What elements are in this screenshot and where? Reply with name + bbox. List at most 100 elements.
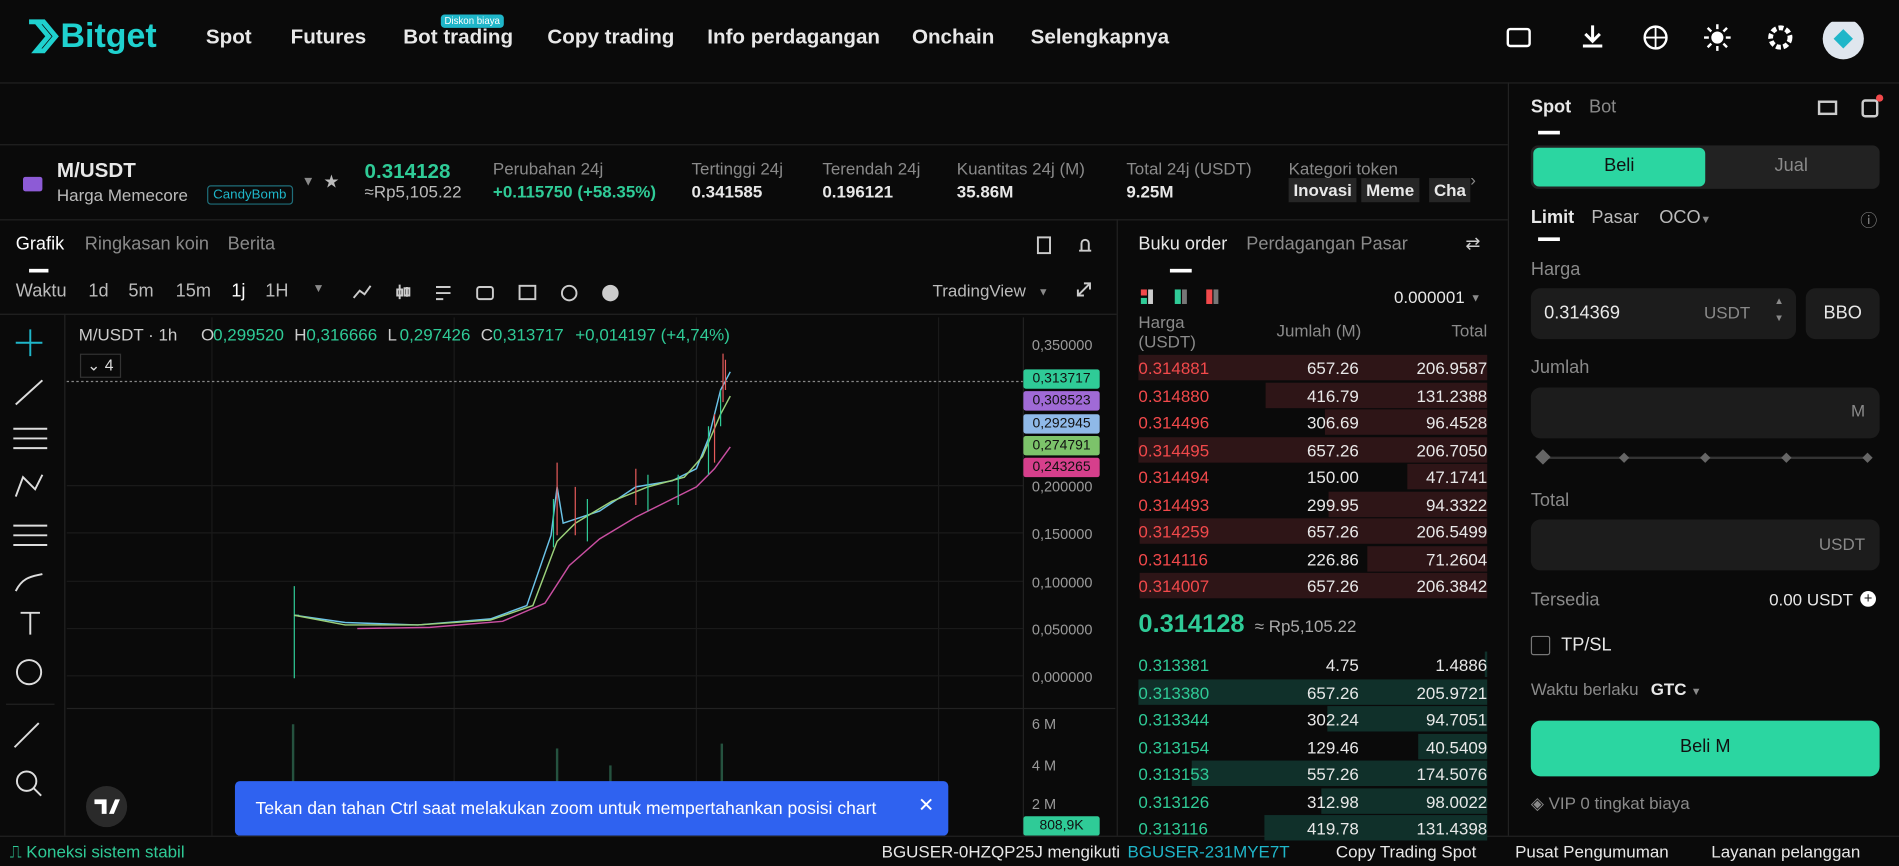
vip-text: VIP 0 tingkat biaya	[1548, 793, 1690, 813]
ob-price[interactable]: 0.314881	[1138, 358, 1210, 378]
brand[interactable]: Bitget	[60, 16, 157, 55]
tab-indicator	[1538, 130, 1560, 135]
trade-tab[interactable]: Bot	[1588, 96, 1617, 118]
ob-precision[interactable]: 0.000001	[1393, 287, 1465, 307]
chart-tab[interactable]: Grafik	[15, 233, 65, 255]
category-tag[interactable]: Meme	[1361, 178, 1420, 203]
scroll-arrow[interactable]: ›	[1470, 169, 1476, 189]
stepper[interactable]: ▲ ▼	[1774, 295, 1784, 324]
price-badge: 0,313717	[1023, 369, 1100, 389]
timeframe[interactable]: 1d	[88, 280, 109, 302]
ob-price[interactable]: 0.314493	[1138, 494, 1210, 515]
ohlc-key: O	[201, 324, 215, 344]
dropdown[interactable]: ▼	[1037, 285, 1049, 298]
validity-label: Waktu berlaku	[1530, 679, 1639, 699]
ob-price[interactable]: 0.313380	[1138, 682, 1210, 702]
ob-price[interactable]: 0.314007	[1138, 576, 1210, 596]
ob-total: 98.0022	[1425, 791, 1488, 811]
order-type[interactable]: Limit	[1530, 207, 1575, 228]
drawing-toolbar[interactable]	[0, 317, 63, 826]
stat-label: Terendah 24j	[822, 158, 921, 179]
vip-info[interactable]: ◈ VIP 0 tingkat biaya	[1530, 793, 1690, 813]
info-icon[interactable]: ⓘ	[1860, 210, 1878, 231]
ob-price[interactable]: 0.314494	[1138, 467, 1210, 487]
price-unit: USDT	[1704, 302, 1751, 323]
buy-tab[interactable]: Beli	[1604, 155, 1635, 176]
dropdown[interactable]: ▼	[1690, 685, 1702, 698]
ob-price[interactable]: 0.313381	[1138, 655, 1210, 675]
ob-price[interactable]: 0.314495	[1138, 440, 1210, 460]
indicator-toggle[interactable]: ⌄ 4	[79, 353, 121, 378]
ob-settings[interactable]: ⇄	[1465, 233, 1481, 255]
footer-link[interactable]: Pusat Pengumuman	[1515, 841, 1669, 862]
sell-tab[interactable]: Jual	[1774, 155, 1808, 176]
order-type[interactable]: OCO	[1659, 207, 1701, 228]
amount-input[interactable]	[1530, 387, 1880, 439]
coin-tag[interactable]: CandyBomb	[207, 185, 293, 205]
pair[interactable]: M/USDT	[56, 158, 136, 182]
tpsl-checkbox[interactable]	[1530, 635, 1551, 656]
ob-view-toggle[interactable]	[1138, 288, 1223, 305]
dropdown[interactable]: ▼	[312, 282, 325, 296]
follow-user[interactable]: BGUSER-231MYE7T	[1127, 841, 1290, 862]
timeframe[interactable]: 15m	[175, 280, 211, 302]
ob-price[interactable]: 0.314880	[1138, 385, 1210, 406]
tradingview-logo[interactable]	[82, 785, 130, 829]
nav-item[interactable]: Selengkapnya	[1030, 25, 1170, 49]
nav-item[interactable]: Info perdagangan	[707, 25, 881, 49]
ob-tab[interactable]: Perdagangan Pasar	[1246, 233, 1408, 255]
price-input[interactable]	[1530, 288, 1797, 340]
ob-price[interactable]: 0.313126	[1138, 791, 1210, 811]
timeframe[interactable]: Waktu	[15, 280, 67, 302]
ob-price[interactable]: 0.313153	[1138, 764, 1210, 784]
ob-amount: 657.26	[1306, 440, 1359, 460]
total-unit: USDT	[1818, 534, 1866, 554]
ob-tab[interactable]: Buku order	[1138, 233, 1228, 255]
submit-label[interactable]: Beli M	[1679, 736, 1731, 757]
ob-total: 206.5499	[1416, 521, 1488, 542]
dropdown[interactable]: ▼	[301, 174, 315, 189]
footer-link[interactable]: Copy Trading Spot	[1335, 841, 1477, 862]
deposit-button[interactable]: +	[1860, 590, 1876, 607]
total-input[interactable]	[1530, 519, 1880, 571]
chart-tab[interactable]: Ringkasan koin	[84, 233, 209, 255]
bbo-button[interactable]	[1805, 288, 1880, 340]
timeframe[interactable]: 1j	[231, 280, 246, 302]
bbo-label[interactable]: BBO	[1823, 302, 1862, 324]
chart-provider[interactable]: TradingView	[932, 280, 1026, 301]
amount-slider[interactable]	[1533, 448, 1879, 467]
timeframe[interactable]: 1H	[265, 280, 289, 302]
buy-tab-bg[interactable]	[1533, 147, 1706, 187]
nav-item[interactable]: Bot trading	[403, 25, 514, 49]
nav-item[interactable]: Futures	[290, 25, 367, 49]
ob-price[interactable]: 0.314116	[1138, 549, 1208, 569]
ob-price[interactable]: 0.313116	[1138, 818, 1208, 839]
ob-price[interactable]: 0.313154	[1138, 736, 1210, 757]
order-type[interactable]: Pasar	[1591, 207, 1639, 228]
category-tag[interactable]: Inovasi	[1288, 178, 1357, 203]
nav-item[interactable]: Onchain	[911, 25, 995, 49]
timeframe[interactable]: 5m	[128, 280, 154, 302]
chart-tab[interactable]: Berita	[227, 233, 276, 255]
ob-total: 1.4886	[1435, 655, 1488, 675]
dropdown[interactable]: ▼	[1470, 291, 1482, 304]
submit-button[interactable]	[1530, 720, 1880, 777]
category-label: Kategori token	[1288, 158, 1398, 179]
validity-value[interactable]: GTC	[1650, 679, 1687, 699]
trade-tab[interactable]: Spot	[1530, 96, 1572, 118]
ob-price[interactable]: 0.314496	[1138, 412, 1210, 433]
favorite[interactable]: ★	[323, 171, 340, 193]
ob-price[interactable]: 0.314259	[1138, 521, 1210, 542]
footer-link[interactable]: Layanan pelanggan	[1711, 841, 1861, 862]
chart-header-icons[interactable]	[1035, 234, 1096, 307]
toast-close[interactable]: ✕	[918, 795, 935, 817]
trade-icons[interactable]	[1817, 94, 1890, 123]
nav-item[interactable]: Copy trading	[547, 25, 675, 49]
dropdown[interactable]: ▼	[1700, 213, 1712, 226]
ob-price[interactable]: 0.313344	[1138, 709, 1210, 730]
nav-icons[interactable]	[1502, 21, 1865, 61]
depth-bar	[1139, 518, 1488, 544]
category-tag[interactable]: Cha	[1429, 178, 1471, 203]
nav-item[interactable]: Spot	[205, 25, 252, 49]
chart-tools[interactable]	[351, 281, 623, 303]
